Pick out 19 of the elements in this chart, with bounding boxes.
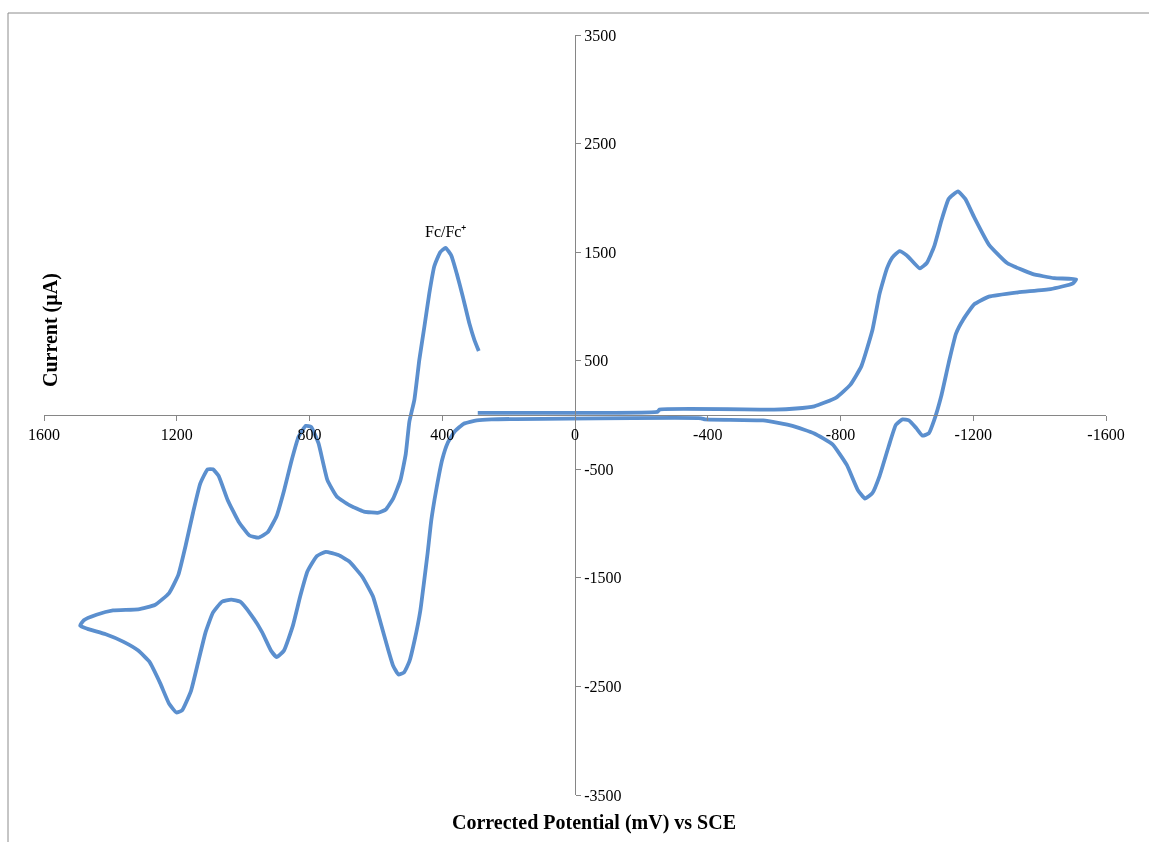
y-tick-label: 1500	[584, 243, 617, 261]
x-tick-label: -1200	[954, 426, 992, 444]
x-tick-label: -1600	[1087, 426, 1125, 444]
y-tick-label: -1500	[584, 569, 622, 587]
y-tick-label: -3500	[584, 786, 622, 804]
annotation: Fc/Fc⁺	[425, 223, 467, 240]
x-tick-label: 1600	[28, 426, 60, 444]
x-axis-title: Corrected Potential (mV) vs SCE	[452, 811, 737, 834]
y-tick-label: 2500	[584, 135, 617, 153]
x-tick-label: -400	[693, 426, 723, 444]
y-tick-label: -2500	[584, 678, 622, 696]
y-axis-title: Current (µA)	[39, 273, 62, 387]
x-tick-label: -800	[825, 426, 856, 444]
x-tick-label: 1200	[160, 426, 193, 444]
y-tick-label: 500	[584, 352, 609, 370]
y-tick-label: -500	[584, 460, 614, 478]
y-tick-label: 3500	[584, 26, 617, 44]
line-series	[78, 189, 1079, 715]
x-tick-label: 0	[571, 426, 579, 444]
